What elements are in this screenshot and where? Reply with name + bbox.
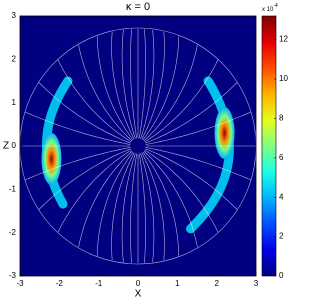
colorbar-tick-label: 2: [279, 232, 284, 241]
streamline: [57, 149, 132, 233]
colorbar-scale-exponent: -4: [273, 3, 278, 9]
colorbar: [261, 15, 277, 277]
streamline: [139, 29, 146, 139]
plot-layer: [20, 27, 256, 265]
colorbar-scale-base: x 10: [262, 7, 274, 13]
streamline: [38, 148, 131, 210]
x-tick-label: -3: [16, 279, 24, 288]
streamline: [144, 149, 219, 233]
colorbar-tick-label: 8: [279, 114, 284, 123]
y-axis-label: Z: [3, 141, 9, 152]
y-tick-label: 3: [12, 11, 17, 20]
chart-title: κ = 0: [126, 1, 150, 13]
streamline: [111, 31, 135, 140]
colorbar-tick-label: 10: [279, 74, 288, 83]
colorbar-tick-label: 4: [279, 192, 284, 201]
y-tick-label: -3: [9, 271, 17, 280]
streamline: [145, 148, 238, 210]
x-tick-label: 1: [175, 279, 180, 288]
streamline: [145, 82, 238, 144]
streamline: [78, 150, 133, 248]
hotspot: [214, 107, 235, 159]
streamline: [141, 152, 165, 261]
streamline: [130, 153, 137, 263]
streamline: [140, 153, 155, 263]
streamline: [141, 31, 165, 140]
colorbar-tick-label: 6: [279, 153, 284, 162]
x-tick-label: 0: [136, 279, 141, 288]
y-tick-label: -1: [9, 184, 17, 193]
streamline: [140, 29, 155, 139]
streamline: [142, 151, 180, 256]
crescent: [186, 76, 234, 234]
domain-boundary: [20, 27, 256, 265]
x-tick-label: 3: [254, 279, 259, 288]
streamline: [111, 152, 135, 261]
streamline: [78, 44, 133, 142]
streamline: [144, 59, 219, 143]
x-tick-label: -2: [56, 279, 64, 288]
streamline: [38, 82, 131, 144]
streamline: [142, 36, 180, 141]
streamline: [96, 36, 134, 141]
y-tick-label: 1: [12, 98, 17, 107]
streamline: [96, 151, 134, 256]
streamline: [24, 111, 131, 145]
colorbar-tick-label: 0: [279, 271, 284, 280]
y-tick-label: 0: [12, 141, 17, 150]
streamline: [121, 153, 136, 263]
streamline: [143, 44, 198, 142]
y-tick-label: -2: [9, 228, 17, 237]
streamline: [24, 147, 131, 181]
colorbar-scale: x 10-4: [262, 3, 278, 12]
streamline: [121, 29, 136, 139]
chart: κ = 0 X Z x 10-4 -3 -2 -1 0 1 2 3-3-2-10123024…: [3, 1, 289, 300]
streamline: [130, 29, 137, 139]
streamline: [139, 153, 146, 263]
streamline: [145, 111, 252, 145]
hotspot: [41, 133, 62, 185]
y-tick-label: 2: [12, 54, 17, 63]
streamline: [143, 150, 198, 248]
streamline: [57, 59, 132, 143]
x-tick-label: -1: [95, 279, 103, 288]
streamline: [145, 147, 252, 181]
colorbar-tick-label: 12: [279, 35, 288, 44]
x-axis-label: X: [135, 289, 142, 300]
x-tick-label: 2: [214, 279, 219, 288]
